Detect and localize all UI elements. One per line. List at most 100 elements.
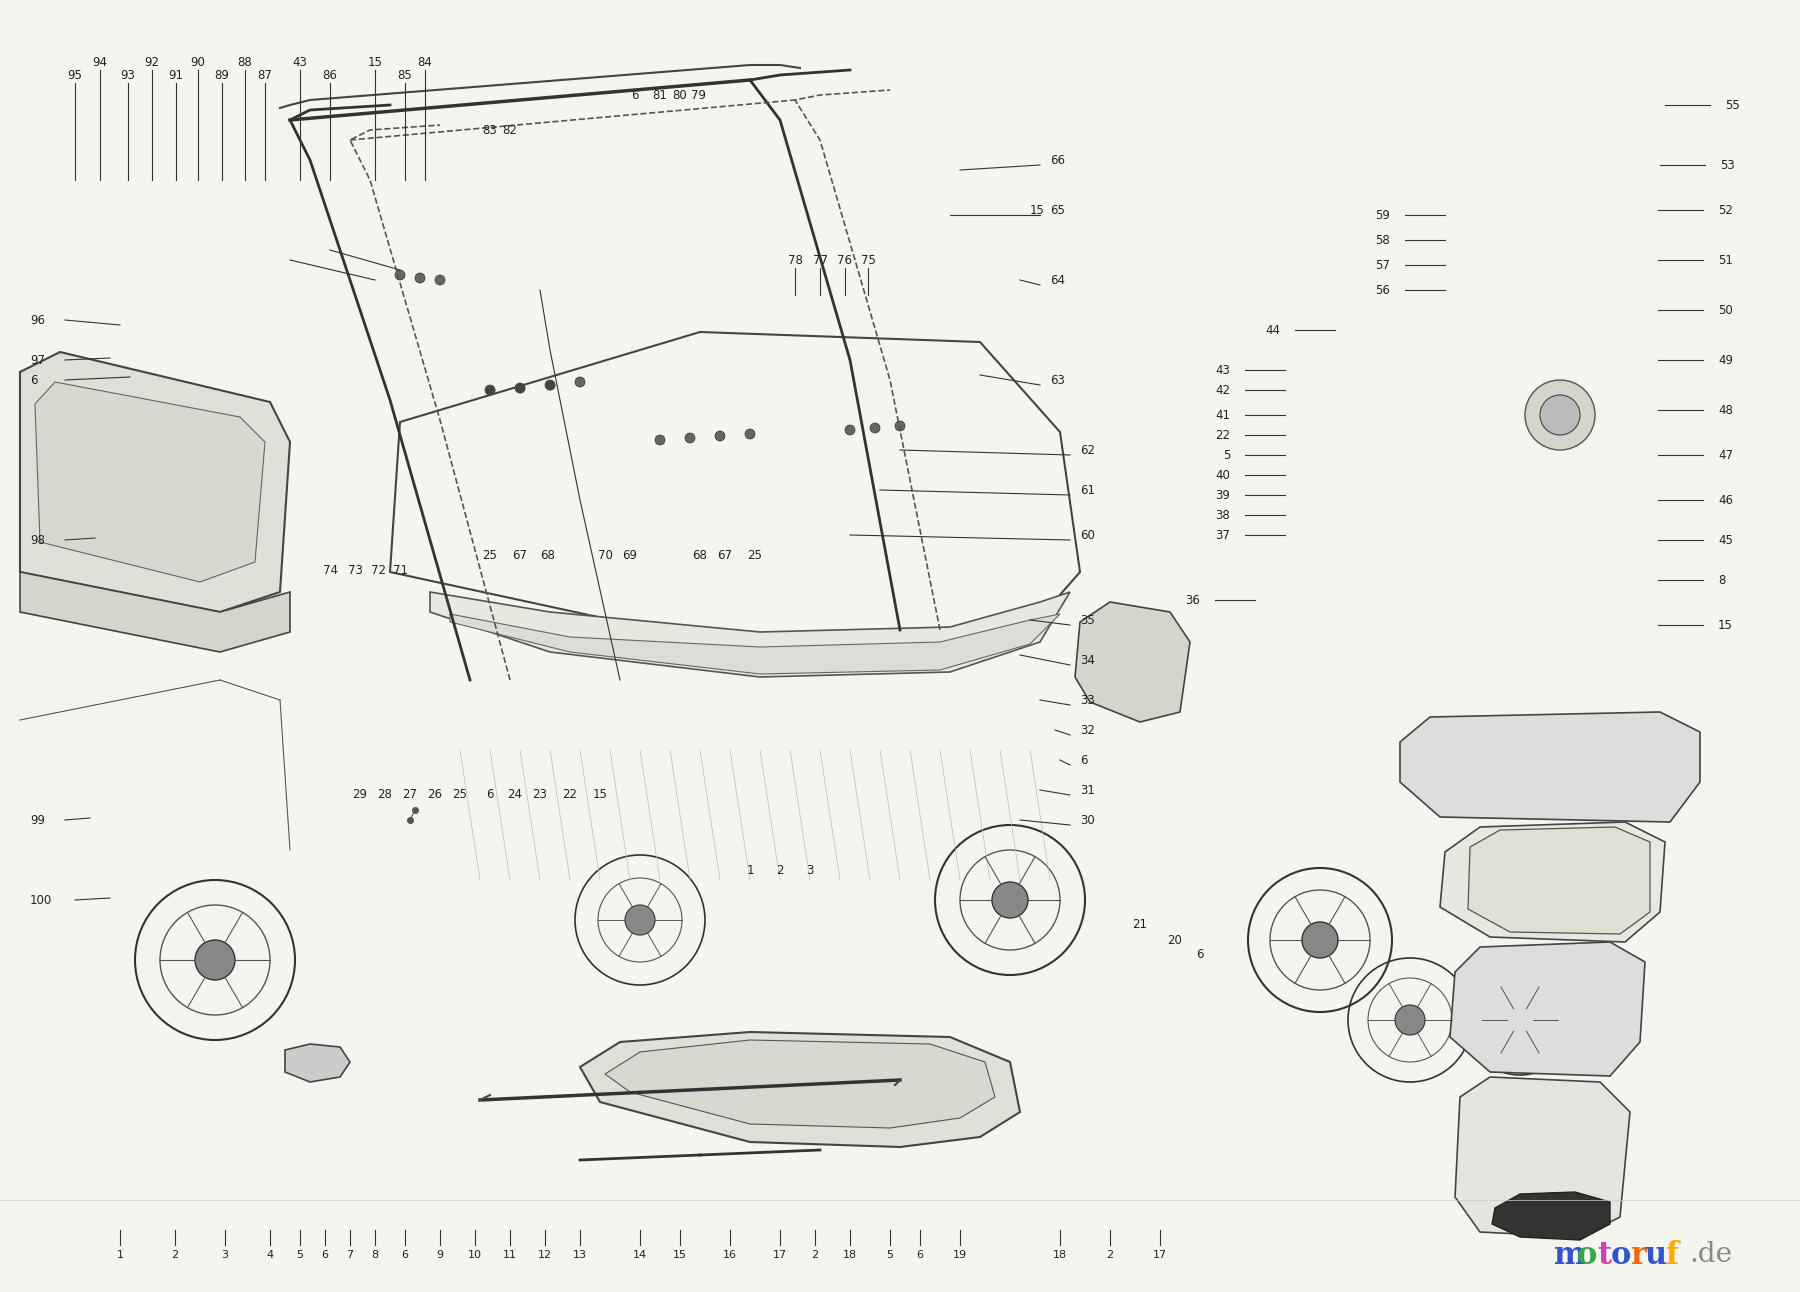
Text: 44: 44 <box>1265 323 1280 336</box>
Polygon shape <box>1440 822 1665 942</box>
Circle shape <box>1525 380 1595 450</box>
Text: 96: 96 <box>31 314 45 327</box>
Text: 10: 10 <box>468 1249 482 1260</box>
Text: 58: 58 <box>1375 234 1390 247</box>
Text: 73: 73 <box>347 563 362 576</box>
Circle shape <box>194 941 236 981</box>
Text: 85: 85 <box>398 68 412 81</box>
Text: 80: 80 <box>673 88 688 102</box>
Text: 60: 60 <box>1080 528 1094 541</box>
Text: 82: 82 <box>502 124 517 137</box>
Circle shape <box>745 429 754 439</box>
Text: 29: 29 <box>353 788 367 801</box>
Text: 37: 37 <box>1215 528 1229 541</box>
Text: 8: 8 <box>1717 574 1726 587</box>
Text: 62: 62 <box>1080 443 1094 456</box>
Text: 19: 19 <box>952 1249 967 1260</box>
Text: 43: 43 <box>1215 363 1229 376</box>
Text: 57: 57 <box>1375 258 1390 271</box>
Text: 2: 2 <box>1107 1249 1114 1260</box>
Text: 63: 63 <box>1049 373 1066 386</box>
Text: .de: .de <box>1688 1242 1732 1269</box>
Text: 15: 15 <box>1030 204 1044 217</box>
Text: 17: 17 <box>772 1249 787 1260</box>
Text: t: t <box>1597 1239 1611 1270</box>
Circle shape <box>844 425 855 435</box>
Text: 32: 32 <box>1080 724 1094 736</box>
Text: o: o <box>1577 1239 1597 1270</box>
Text: 23: 23 <box>533 788 547 801</box>
Text: 71: 71 <box>392 563 407 576</box>
Text: 66: 66 <box>1049 154 1066 167</box>
Polygon shape <box>605 1040 995 1128</box>
Text: 52: 52 <box>1717 204 1733 217</box>
Text: 4: 4 <box>266 1249 274 1260</box>
Circle shape <box>394 270 405 280</box>
Text: 20: 20 <box>1168 934 1183 947</box>
Circle shape <box>515 382 526 393</box>
Text: 1: 1 <box>117 1249 124 1260</box>
Text: 43: 43 <box>293 56 308 68</box>
Circle shape <box>1541 395 1580 435</box>
Text: 99: 99 <box>31 814 45 827</box>
Polygon shape <box>1469 827 1651 934</box>
Text: 13: 13 <box>572 1249 587 1260</box>
Text: 25: 25 <box>747 549 763 562</box>
Text: 16: 16 <box>724 1249 736 1260</box>
Text: 28: 28 <box>378 788 392 801</box>
Text: 68: 68 <box>693 549 707 562</box>
Text: 59: 59 <box>1375 208 1390 221</box>
Polygon shape <box>580 1032 1021 1147</box>
Text: 31: 31 <box>1080 783 1094 796</box>
Text: 91: 91 <box>169 68 184 81</box>
Circle shape <box>655 435 664 444</box>
Text: 6: 6 <box>401 1249 409 1260</box>
Text: 90: 90 <box>191 56 205 68</box>
Text: 26: 26 <box>428 788 443 801</box>
Circle shape <box>545 380 554 390</box>
Text: 24: 24 <box>508 788 522 801</box>
Text: 69: 69 <box>623 549 637 562</box>
Text: 93: 93 <box>121 68 135 81</box>
Text: 95: 95 <box>68 68 83 81</box>
Text: 18: 18 <box>842 1249 857 1260</box>
Text: 76: 76 <box>837 253 853 266</box>
Text: 14: 14 <box>634 1249 646 1260</box>
Text: 25: 25 <box>482 549 497 562</box>
Text: 55: 55 <box>1724 98 1741 111</box>
Polygon shape <box>1492 1193 1609 1240</box>
Text: r: r <box>1631 1239 1645 1270</box>
Text: 67: 67 <box>718 549 733 562</box>
Text: 7: 7 <box>346 1249 353 1260</box>
Text: m: m <box>1553 1239 1586 1270</box>
Text: 84: 84 <box>418 56 432 68</box>
Text: 1: 1 <box>747 863 754 876</box>
Circle shape <box>715 432 725 441</box>
Text: 35: 35 <box>1080 614 1094 627</box>
Text: 2: 2 <box>776 863 783 876</box>
Text: 45: 45 <box>1717 534 1733 547</box>
Polygon shape <box>20 351 290 612</box>
Text: u: u <box>1643 1239 1667 1270</box>
Text: 46: 46 <box>1717 494 1733 506</box>
Text: 21: 21 <box>1132 919 1148 932</box>
Text: 68: 68 <box>540 549 556 562</box>
Text: 22: 22 <box>1215 429 1229 442</box>
Text: 9: 9 <box>436 1249 443 1260</box>
Text: 83: 83 <box>482 124 497 137</box>
Text: 40: 40 <box>1215 469 1229 482</box>
Text: 42: 42 <box>1215 384 1229 397</box>
Text: 81: 81 <box>653 88 668 102</box>
Polygon shape <box>284 1044 349 1081</box>
Polygon shape <box>1400 712 1699 822</box>
Text: 12: 12 <box>538 1249 553 1260</box>
Text: 47: 47 <box>1717 448 1733 461</box>
Text: 70: 70 <box>598 549 612 562</box>
Circle shape <box>416 273 425 283</box>
Circle shape <box>574 377 585 388</box>
Text: 36: 36 <box>1184 593 1201 606</box>
Text: 67: 67 <box>513 549 527 562</box>
Text: 15: 15 <box>673 1249 688 1260</box>
Text: 3: 3 <box>806 863 814 876</box>
Text: 6: 6 <box>486 788 493 801</box>
